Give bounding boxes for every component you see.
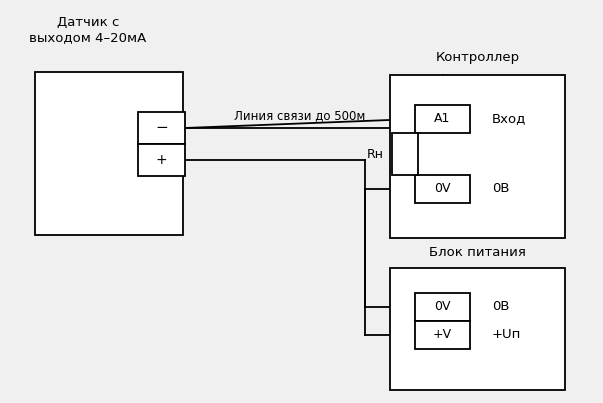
Text: 0В: 0В (492, 183, 510, 195)
Text: +: + (156, 153, 167, 167)
Text: 0В: 0В (492, 301, 510, 314)
Bar (138, 112, 185, 144)
Text: +V: +V (433, 328, 452, 341)
Text: Контроллер: Контроллер (435, 50, 520, 64)
Bar (415, 293, 470, 321)
Bar (392, 133, 418, 175)
Text: +Uп: +Uп (492, 328, 522, 341)
Text: 0V: 0V (434, 183, 451, 195)
Bar (390, 75, 565, 238)
Text: 0V: 0V (434, 301, 451, 314)
Text: A1: A1 (434, 112, 450, 125)
Bar (415, 321, 470, 349)
Bar (390, 268, 565, 390)
Text: −: − (155, 120, 168, 135)
Text: Линия связи до 500м: Линия связи до 500м (235, 110, 365, 123)
Bar (138, 144, 185, 176)
Text: Rн: Rн (367, 147, 384, 160)
Bar (415, 175, 470, 203)
Text: Датчик с
выходом 4–20мА: Датчик с выходом 4–20мА (30, 16, 147, 44)
Bar (415, 105, 470, 133)
Text: Блок питания: Блок питания (429, 247, 526, 260)
Text: Вход: Вход (492, 112, 526, 125)
Bar (35, 72, 183, 235)
